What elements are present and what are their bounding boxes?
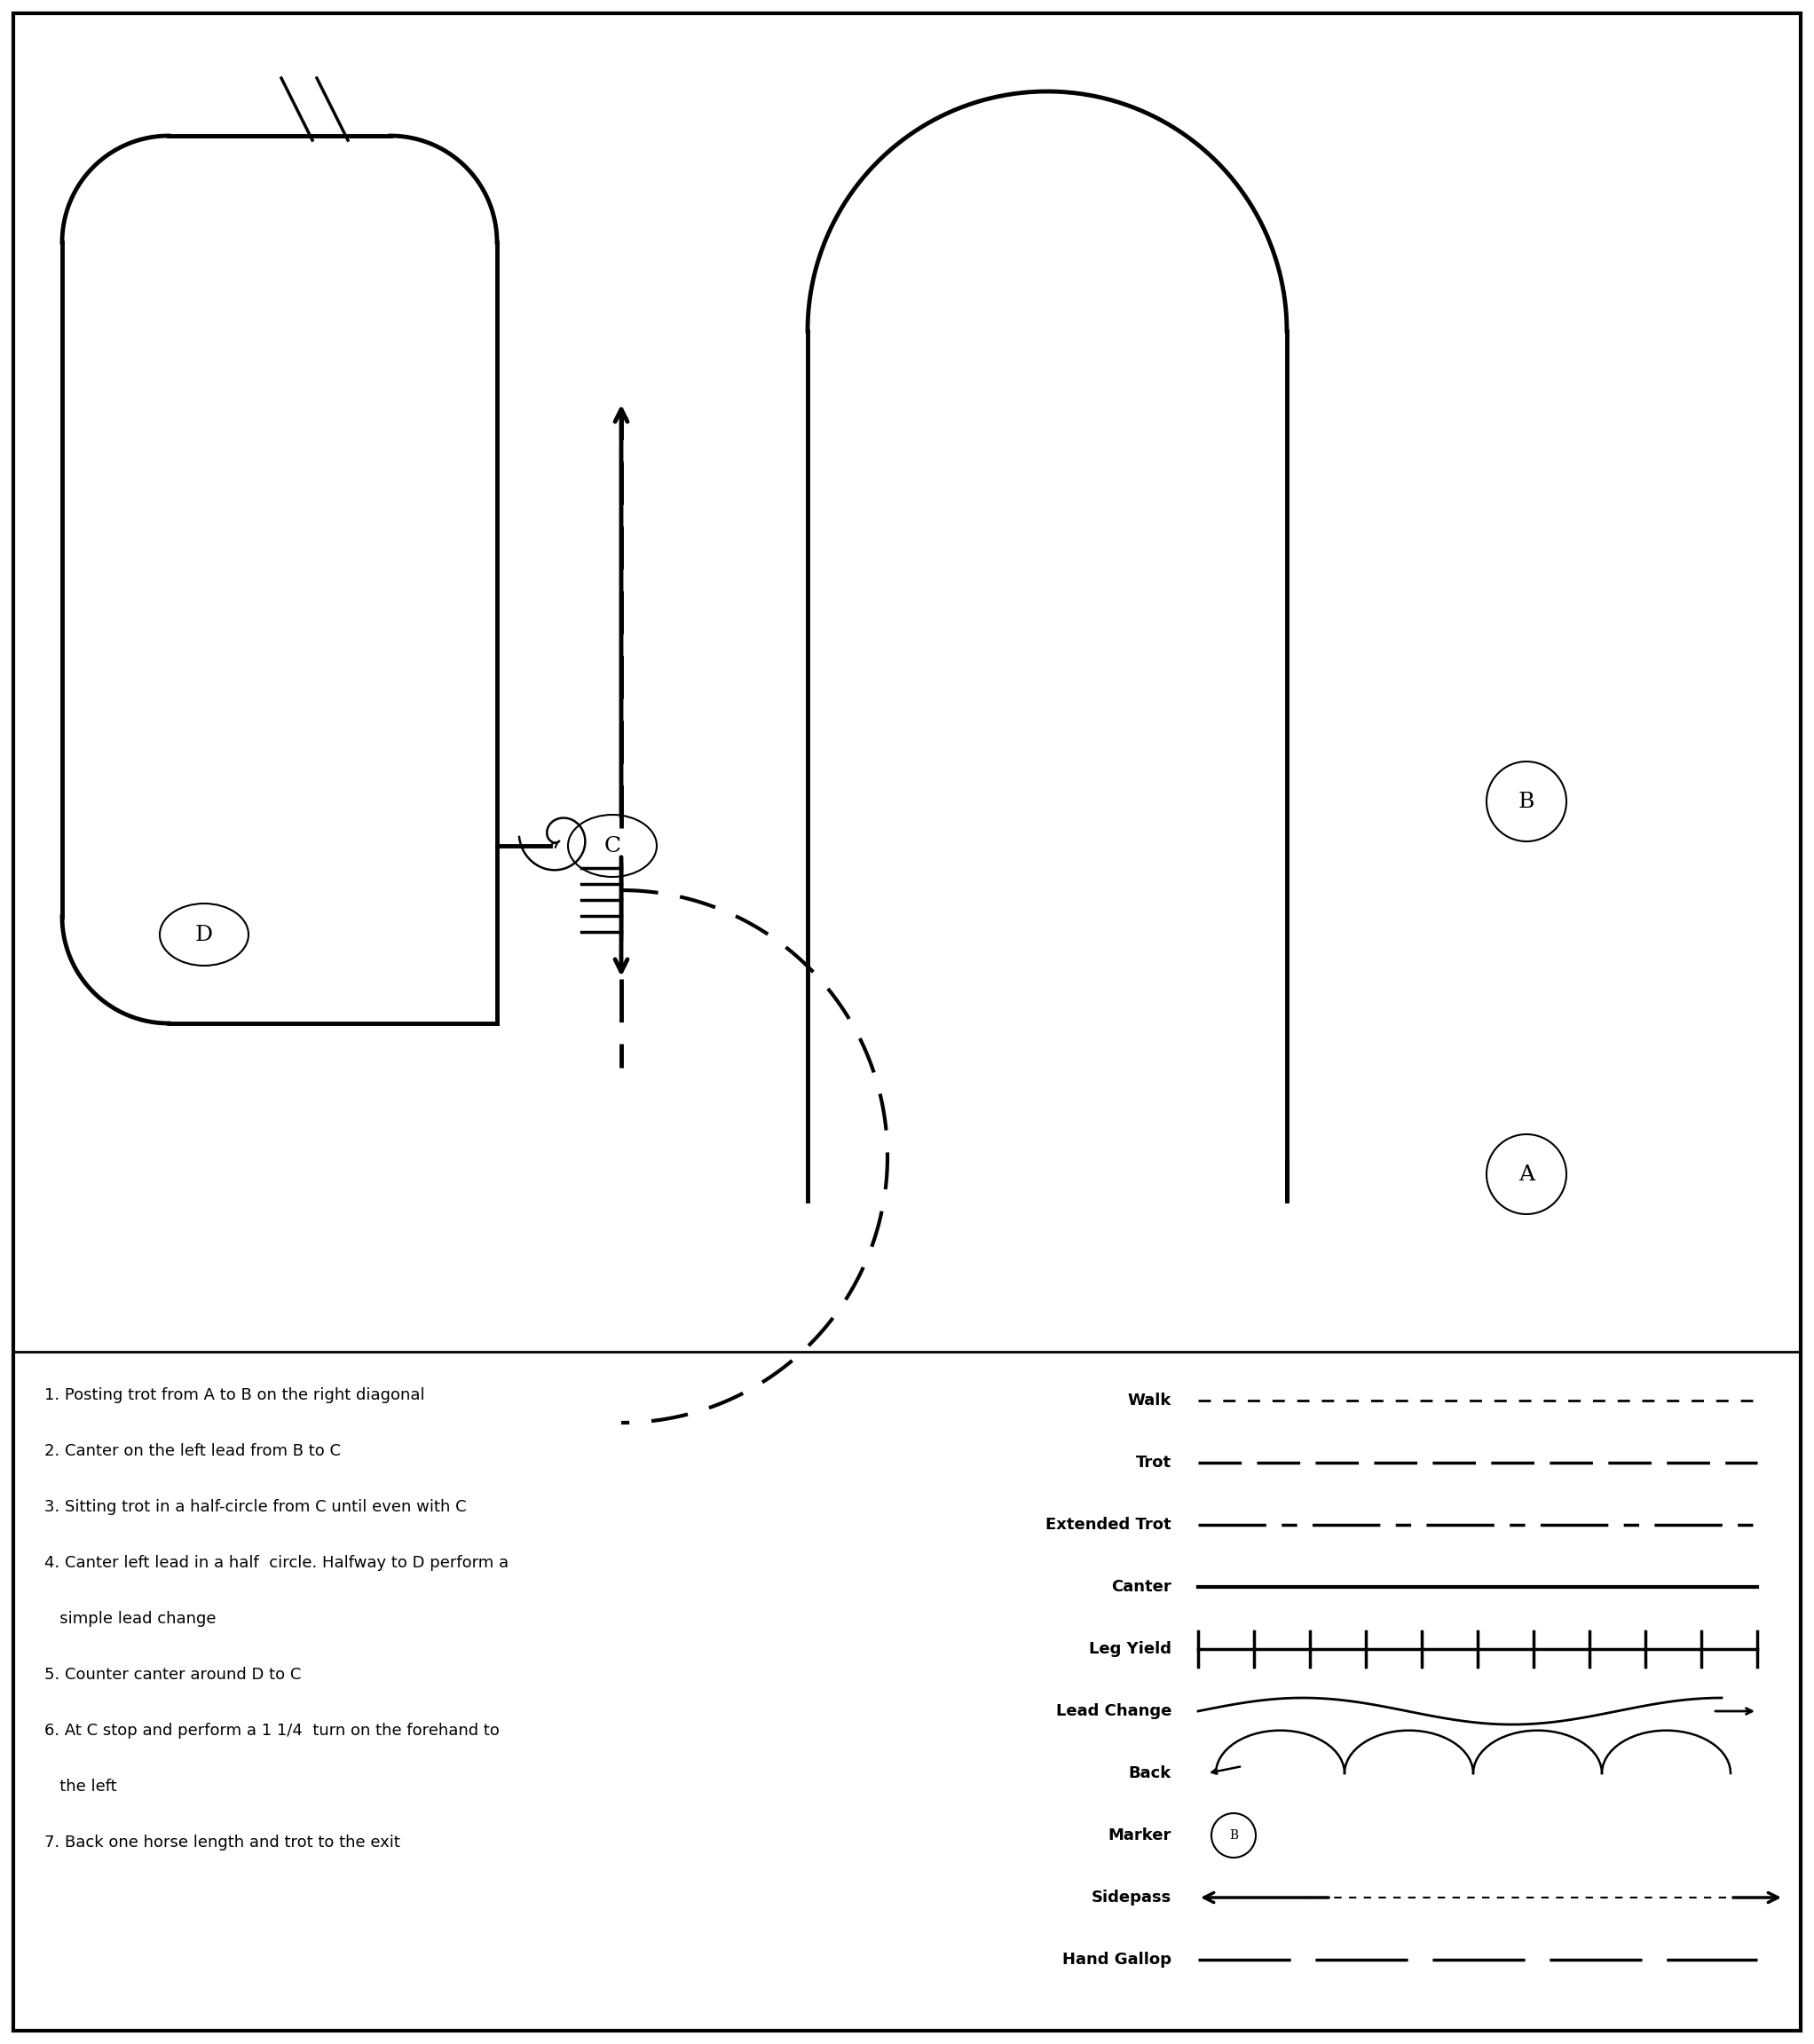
Text: Extended Trot: Extended Trot — [1047, 1517, 1172, 1533]
Text: Hand Gallop: Hand Gallop — [1063, 1952, 1172, 1968]
Text: 1. Posting trot from A to B on the right diagonal: 1. Posting trot from A to B on the right… — [44, 1388, 424, 1402]
Text: C: C — [604, 836, 620, 856]
Text: A: A — [1518, 1163, 1535, 1183]
Text: 4. Canter left lead in a half  circle. Halfway to D perform a: 4. Canter left lead in a half circle. Ha… — [44, 1555, 508, 1572]
Text: B: B — [1230, 1829, 1239, 1842]
Text: Walk: Walk — [1128, 1392, 1172, 1408]
Text: 6. At C stop and perform a 1 1/4  turn on the forehand to: 6. At C stop and perform a 1 1/4 turn on… — [44, 1723, 499, 1739]
Text: B: B — [1518, 791, 1535, 811]
Text: Trot: Trot — [1136, 1455, 1172, 1470]
Text: simple lead change: simple lead change — [44, 1611, 216, 1627]
Text: Canter: Canter — [1112, 1578, 1172, 1594]
Text: Marker: Marker — [1108, 1827, 1172, 1844]
Text: the left: the left — [44, 1778, 116, 1795]
Text: D: D — [196, 924, 212, 944]
Text: 3. Sitting trot in a half-circle from C until even with C: 3. Sitting trot in a half-circle from C … — [44, 1498, 466, 1515]
Text: 2. Canter on the left lead from B to C: 2. Canter on the left lead from B to C — [44, 1443, 341, 1459]
Text: 5. Counter canter around D to C: 5. Counter canter around D to C — [44, 1666, 301, 1682]
Text: Leg Yield: Leg Yield — [1088, 1641, 1172, 1658]
Text: Sidepass: Sidepass — [1092, 1889, 1172, 1905]
Text: 7. Back one horse length and trot to the exit: 7. Back one horse length and trot to the… — [44, 1836, 401, 1850]
Text: Lead Change: Lead Change — [1056, 1703, 1172, 1719]
Text: Back: Back — [1128, 1766, 1172, 1780]
